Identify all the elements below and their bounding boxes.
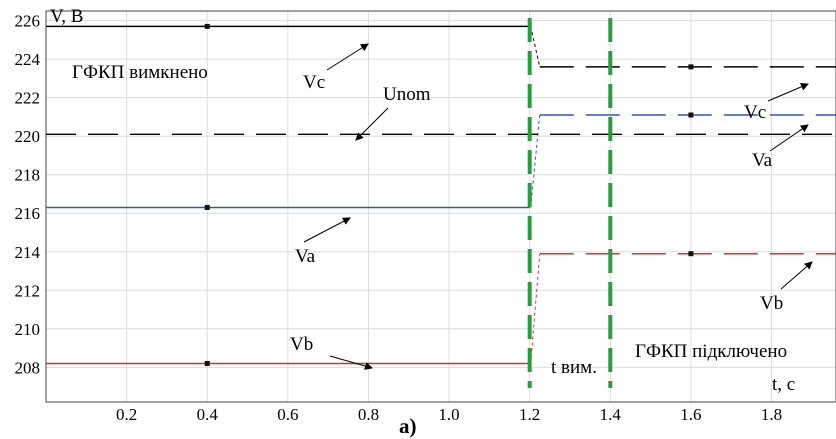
annotation-label: t вим. (551, 357, 597, 378)
y-tick-label: 222 (15, 89, 41, 108)
annotation-arrow (767, 83, 809, 102)
annotation-arrow (780, 261, 813, 290)
y-tick-label: 224 (15, 50, 41, 69)
series-vb-transition (530, 253, 541, 364)
series-lines (46, 23, 836, 366)
x-tick-label: 0.4 (197, 405, 219, 424)
annotation-arrow (326, 43, 369, 71)
series-vc-marker (204, 23, 210, 29)
annotations: ГФКП вимкнено Vc Unom Va Vb Vc Va Vb t вим. ГФКП … (72, 43, 813, 378)
y-tick-label: 220 (15, 127, 41, 146)
y-tick-label: 214 (15, 243, 41, 262)
annotation-label: Vb (290, 334, 313, 355)
x-tick-label: 1.8 (761, 405, 782, 424)
annotation-arrow (303, 217, 351, 243)
y-tick-label: 210 (15, 320, 41, 339)
series-va-marker (688, 112, 694, 118)
annotation-label: ГФКП підключено (635, 341, 787, 362)
x-tick-label: 1.2 (519, 405, 540, 424)
figure-caption: а) (399, 414, 417, 438)
y-tick-label: 212 (15, 281, 41, 300)
annotation-label: Va (295, 246, 316, 267)
annotation-arrow (769, 124, 809, 152)
x-tick-label: 0.6 (277, 405, 298, 424)
tick-labels: 208 210 212 214 216 218 220 222 224 226 0.2 0.4 0.6 0… (15, 12, 783, 424)
x-tick-label: 0.2 (116, 405, 137, 424)
y-tick-label: 218 (15, 166, 41, 185)
annotation-label: Vc (303, 72, 325, 93)
marker-vertical-lines (527, 18, 613, 388)
annotation-label: Unom (383, 84, 431, 105)
annotation-arrow (329, 355, 373, 370)
grid-lines (46, 11, 836, 402)
x-tick-label: 1.4 (600, 405, 622, 424)
series-vb-marker (688, 251, 694, 257)
series-va-marker (204, 204, 210, 210)
y-axis-label: V, B (50, 6, 83, 27)
series-vc-marker (688, 64, 694, 70)
x-axis-label: t, c (772, 374, 795, 395)
series-vc-transition (530, 26, 541, 67)
annotation-label: ГФКП вимкнено (72, 62, 208, 83)
annotation-label: Vc (744, 102, 766, 123)
x-tick-label: 1.0 (438, 405, 459, 424)
x-tick-label: 1.6 (680, 405, 701, 424)
annotation-label: Va (752, 150, 773, 171)
series-vb-marker (204, 360, 210, 366)
y-tick-label: 208 (15, 358, 41, 377)
annotation-arrow (355, 107, 389, 141)
y-tick-label: 216 (15, 204, 41, 223)
plot-area-frame (45, 10, 836, 403)
annotation-label: Vb (760, 293, 783, 314)
y-tick-label: 226 (15, 12, 41, 31)
x-tick-label: 0.8 (358, 405, 379, 424)
